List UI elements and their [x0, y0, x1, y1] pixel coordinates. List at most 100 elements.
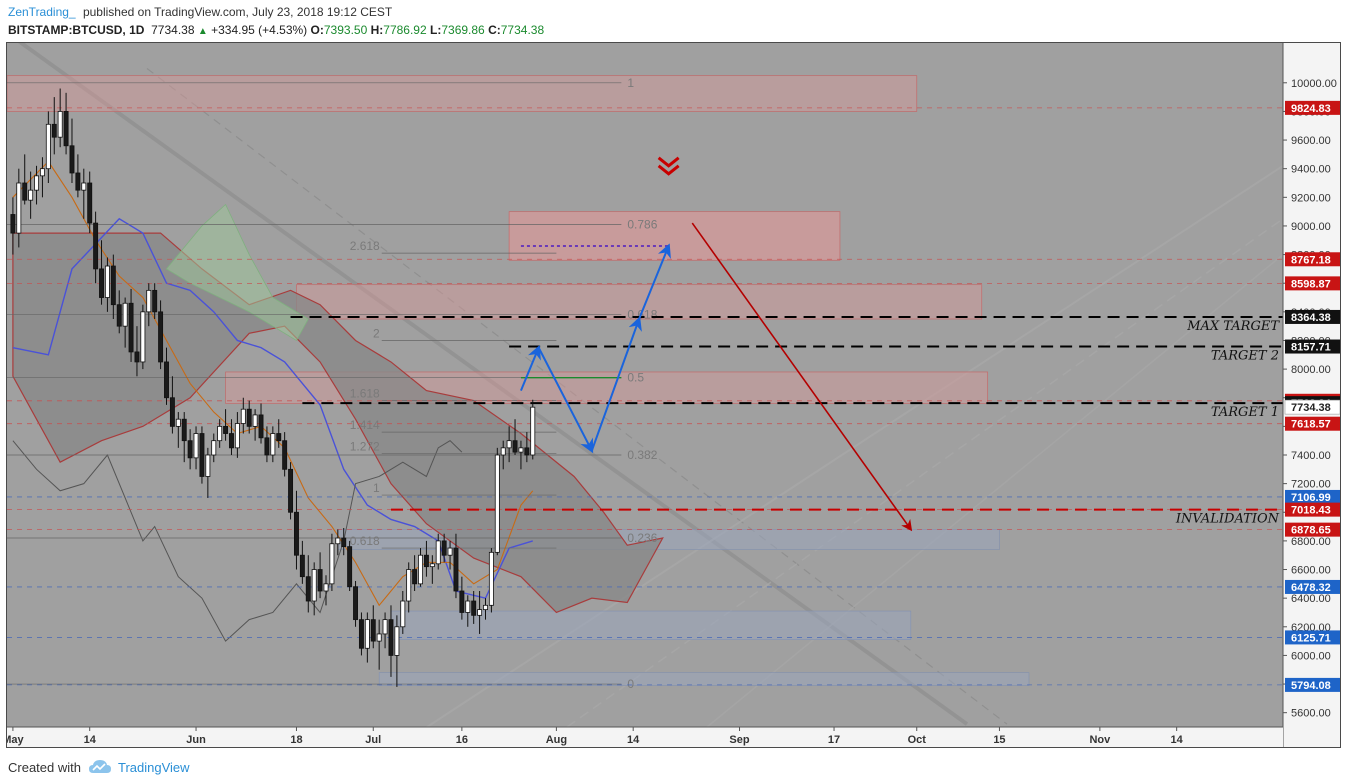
projection-arrow — [520, 345, 541, 391]
candle-down — [441, 540, 447, 556]
chikou-line — [12, 440, 463, 642]
candle-down — [158, 311, 164, 363]
publish-info: ZenTrading_ published on TradingView.com… — [8, 5, 392, 19]
candle-down — [87, 182, 93, 224]
candle-up — [122, 302, 128, 327]
fib-retracement-label: 0.5 — [627, 371, 644, 385]
price-tick-label: 9200.00 — [1291, 192, 1331, 204]
time-tick-label: Jun — [186, 734, 206, 746]
price-label-box — [1285, 489, 1340, 504]
fib-retracement-label: 0.786 — [627, 218, 657, 232]
target-label: TARGET 2 — [1211, 349, 1279, 364]
open-value: 7393.50 — [323, 23, 368, 37]
fib-extension-label: 1 — [373, 481, 380, 495]
up-triangle-icon: ▲ — [197, 26, 208, 37]
projection-arrow — [638, 243, 671, 320]
candle-up — [335, 537, 341, 545]
candle-up — [506, 440, 512, 449]
support-zone — [378, 672, 1030, 686]
projection-arrow — [590, 316, 642, 452]
candle-down — [282, 440, 288, 470]
candle-up — [193, 433, 199, 459]
price-label-text: 7018.43 — [1291, 505, 1331, 517]
candle-down — [110, 265, 116, 306]
chart-area[interactable]: 1 0.786 0.618 0.5 0.382 0.236 0 2.618 2 1.618 1.41… — [6, 42, 1341, 748]
time-tick-label: May — [7, 734, 24, 746]
candle-down — [63, 111, 69, 147]
support-zone — [390, 610, 912, 640]
fib-extension-label: 1.414 — [350, 418, 380, 432]
chevron-down-icon — [657, 156, 680, 168]
candle-up — [311, 569, 317, 602]
target-label: MAX TARGET — [1186, 319, 1280, 334]
symbol-info: BITSTAMP:BTCUSD, 1D 7734.38 ▲ +334.95 (+… — [8, 23, 544, 37]
resistance-zone — [296, 284, 983, 320]
price-label-text: 8157.71 — [1291, 342, 1331, 354]
price-tick-label: 6600.00 — [1291, 565, 1331, 577]
candle-down — [370, 619, 376, 642]
price-label-text: 9824.83 — [1291, 103, 1331, 115]
price-label-box — [1285, 100, 1340, 115]
projection-arrow — [537, 347, 594, 454]
candle-up — [45, 123, 51, 170]
close-label: C: — [488, 23, 501, 37]
candle-up — [16, 182, 22, 234]
low-label: L: — [430, 23, 442, 37]
price-label-text: 7734.38 — [1291, 402, 1331, 414]
price-label-text: 7106.99 — [1291, 492, 1331, 504]
candle-up — [435, 540, 441, 565]
target-label: TARGET 1 — [1211, 405, 1279, 420]
candle-up — [500, 447, 506, 456]
candle-down — [223, 425, 229, 434]
candle-down — [22, 182, 28, 201]
candle-down — [423, 554, 429, 568]
candle-down — [459, 590, 465, 613]
time-tick-label: Jul — [365, 734, 381, 746]
time-tick-label: 14 — [627, 734, 640, 746]
candle-down — [299, 554, 305, 578]
price-label-text: 8598.87 — [1291, 278, 1331, 290]
candle-up — [211, 440, 217, 456]
candle-up — [323, 583, 329, 592]
price-tick-label: 6800.00 — [1291, 536, 1331, 548]
resistance-zone — [508, 211, 841, 261]
price-tick-label: 6400.00 — [1291, 593, 1331, 605]
candle-down — [305, 576, 311, 602]
candle-down — [99, 268, 104, 298]
candle-up — [140, 311, 146, 363]
symbol-label: BITSTAMP:BTCUSD, 1D — [8, 23, 145, 37]
price-change: +334.95 (+4.53%) — [211, 23, 308, 37]
price-tick-label: 7200.00 — [1291, 479, 1331, 491]
candle-down — [229, 433, 234, 449]
bearish-arrow — [691, 222, 913, 532]
candle-down — [317, 569, 323, 592]
time-tick-label: Sep — [729, 734, 749, 746]
candle-up — [494, 454, 500, 553]
author-link[interactable]: ZenTrading_ — [8, 5, 76, 19]
candle-up — [57, 111, 63, 138]
price-tick-label: 6000.00 — [1291, 650, 1331, 662]
price-tick-label: 9600.00 — [1291, 135, 1331, 147]
price-chart[interactable]: 1 0.786 0.618 0.5 0.382 0.236 0 2.618 2 1.618 1.41… — [7, 43, 1341, 748]
candle-up — [234, 423, 240, 449]
candle-up — [406, 569, 412, 602]
trend-line-up-3 — [706, 253, 1284, 728]
fib-extension-label: 2.618 — [350, 239, 380, 253]
candle-down — [246, 408, 252, 427]
price-label-text: 6878.65 — [1291, 525, 1331, 537]
candle-down — [187, 440, 193, 459]
candle-down — [152, 289, 158, 313]
candle-up — [418, 554, 423, 585]
candle-down — [51, 123, 57, 138]
tradingview-cloud-icon[interactable] — [88, 758, 112, 776]
tradingview-link[interactable]: TradingView — [118, 760, 190, 775]
published-text: published on TradingView.com, July 23, 2… — [82, 5, 393, 19]
price-tick-label: 10000.00 — [1291, 78, 1337, 90]
candle-up — [146, 289, 152, 313]
trend-line-up-2 — [566, 218, 1284, 728]
time-tick-label: Nov — [1089, 734, 1111, 746]
fib-retracement-label: 0.236 — [627, 531, 657, 545]
kijun-line — [12, 217, 533, 599]
candle-down — [116, 304, 122, 327]
fib-retracement-label: 1 — [627, 76, 634, 90]
